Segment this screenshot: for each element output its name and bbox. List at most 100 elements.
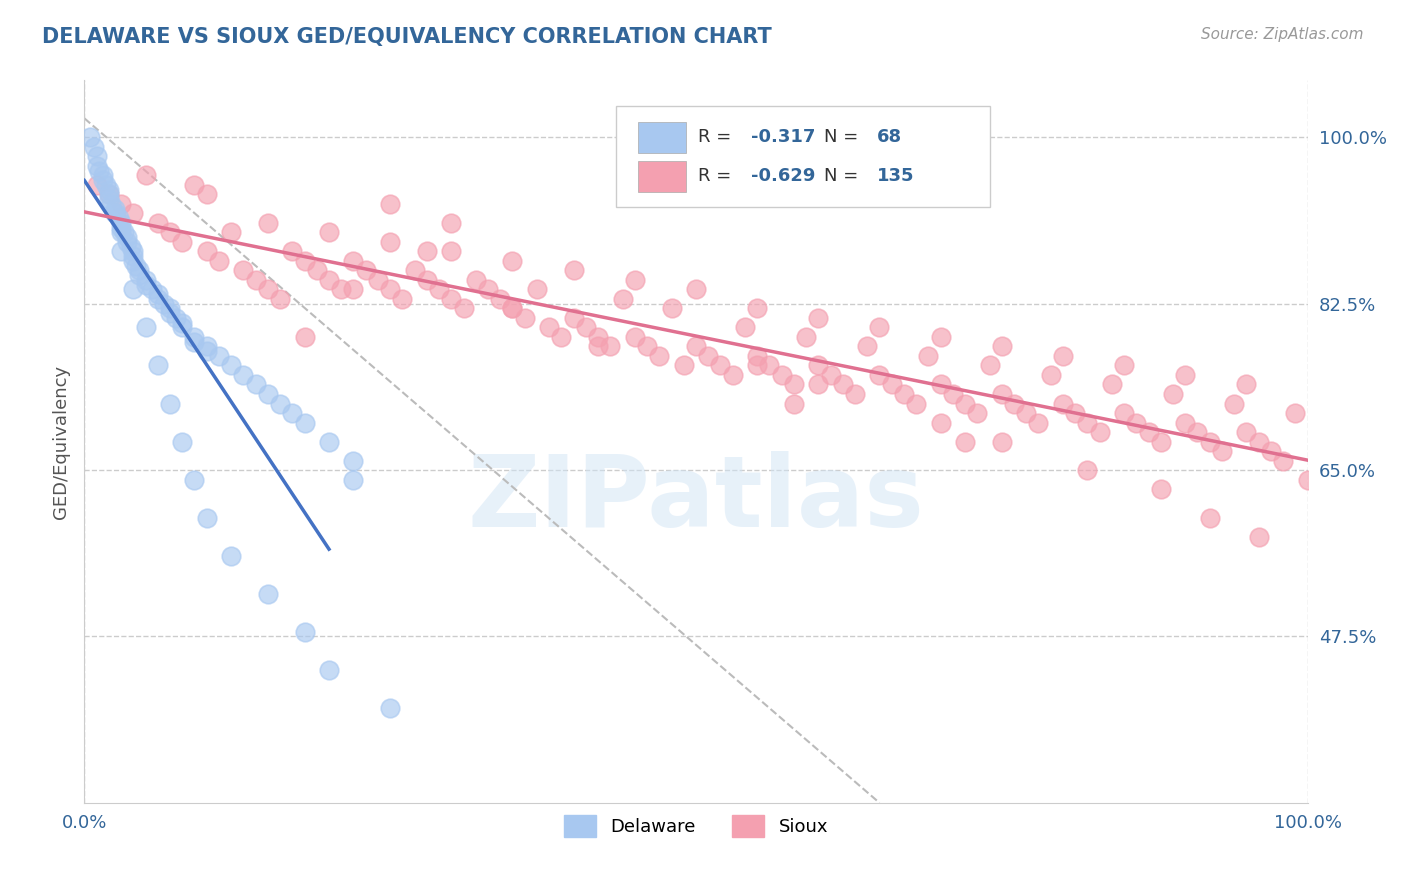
Point: [135, 277, 157, 292]
Point: [1039, 368, 1062, 382]
Point: [342, 253, 364, 268]
Point: [232, 263, 254, 277]
Point: [208, 253, 231, 268]
Point: [380, 700, 402, 714]
Point: [122, 253, 145, 268]
Point: [183, 334, 205, 349]
Text: 68: 68: [877, 128, 903, 146]
Point: [794, 330, 817, 344]
Point: [880, 377, 903, 392]
Point: [869, 320, 891, 334]
Point: [586, 339, 609, 353]
Point: [115, 230, 138, 244]
Point: [104, 202, 127, 216]
Point: [489, 292, 512, 306]
Point: [1174, 368, 1197, 382]
Text: Source: ZipAtlas.com: Source: ZipAtlas.com: [1201, 27, 1364, 42]
Point: [1150, 434, 1173, 449]
Point: [1236, 425, 1258, 439]
Point: [165, 310, 187, 325]
Point: [1028, 416, 1050, 430]
Point: [1284, 406, 1306, 420]
Point: [685, 282, 707, 296]
Point: [831, 377, 853, 392]
Point: [747, 359, 769, 373]
Point: [929, 377, 952, 392]
Point: [318, 226, 340, 240]
Point: [1088, 425, 1111, 439]
Point: [96, 178, 118, 192]
Point: [257, 216, 280, 230]
Point: [110, 216, 132, 230]
Point: [100, 197, 122, 211]
Point: [97, 187, 120, 202]
Point: [721, 368, 744, 382]
Point: [477, 282, 499, 296]
Point: [110, 220, 132, 235]
Point: [195, 244, 218, 259]
Point: [440, 244, 463, 259]
Point: [120, 240, 142, 254]
Point: [110, 226, 132, 240]
Point: [538, 320, 561, 334]
Point: [953, 396, 976, 410]
Point: [219, 549, 242, 563]
Point: [966, 406, 988, 420]
Point: [141, 282, 163, 296]
Point: [219, 359, 242, 373]
Point: [172, 235, 194, 249]
Point: [87, 163, 110, 178]
Point: [734, 320, 756, 334]
Point: [159, 301, 181, 316]
Point: [893, 387, 915, 401]
Point: [820, 368, 842, 382]
Point: [79, 130, 101, 145]
Point: [135, 169, 157, 183]
Point: [807, 310, 830, 325]
Point: [953, 434, 976, 449]
Point: [991, 434, 1014, 449]
Point: [122, 206, 145, 220]
Point: [807, 377, 830, 392]
Point: [257, 587, 280, 601]
Point: [979, 359, 1001, 373]
Point: [991, 339, 1014, 353]
Point: [219, 226, 242, 240]
Point: [612, 292, 634, 306]
Point: [146, 287, 169, 301]
Text: N =: N =: [824, 168, 865, 186]
Point: [526, 282, 548, 296]
Point: [257, 387, 280, 401]
Point: [380, 235, 402, 249]
Point: [1296, 473, 1319, 487]
Point: [135, 273, 157, 287]
Point: [416, 244, 439, 259]
Point: [697, 349, 720, 363]
Point: [112, 226, 135, 240]
Point: [146, 359, 169, 373]
Point: [159, 306, 181, 320]
Point: [318, 434, 340, 449]
Point: [869, 368, 891, 382]
Point: [709, 359, 731, 373]
Point: [1247, 434, 1270, 449]
Text: N =: N =: [824, 128, 865, 146]
Point: [502, 253, 524, 268]
Point: [1076, 463, 1098, 477]
Point: [1137, 425, 1160, 439]
Point: [183, 473, 205, 487]
Point: [624, 330, 647, 344]
Point: [586, 330, 609, 344]
Point: [97, 192, 120, 206]
Point: [648, 349, 671, 363]
Point: [86, 149, 108, 163]
Point: [269, 292, 291, 306]
Text: -0.317: -0.317: [751, 128, 815, 146]
Point: [404, 263, 426, 277]
Point: [624, 273, 647, 287]
Point: [427, 282, 450, 296]
Text: DELAWARE VS SIOUX GED/EQUIVALENCY CORRELATION CHART: DELAWARE VS SIOUX GED/EQUIVALENCY CORREL…: [42, 27, 772, 46]
Point: [318, 273, 340, 287]
Point: [172, 320, 194, 334]
Point: [110, 197, 132, 211]
